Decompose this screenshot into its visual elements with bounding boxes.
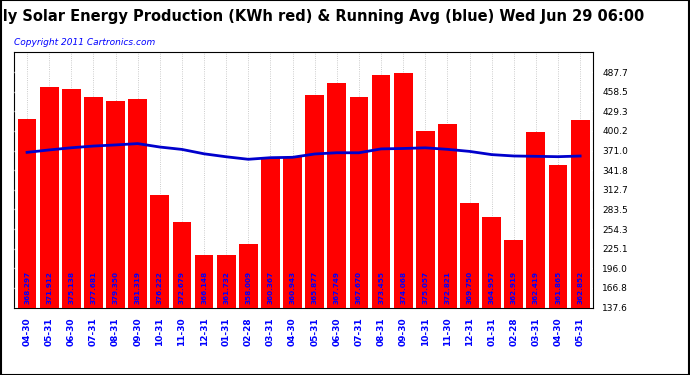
- Text: 367.670: 367.670: [356, 271, 362, 304]
- Bar: [84, 97, 103, 375]
- Bar: [217, 255, 235, 375]
- Bar: [438, 124, 457, 375]
- Text: 364.957: 364.957: [489, 271, 495, 304]
- Text: 376.222: 376.222: [157, 271, 163, 304]
- Text: 375.057: 375.057: [422, 271, 428, 304]
- Bar: [106, 102, 125, 375]
- Bar: [128, 99, 147, 375]
- Text: 374.068: 374.068: [400, 271, 406, 304]
- Text: 373.455: 373.455: [378, 271, 384, 304]
- Text: 377.681: 377.681: [90, 271, 97, 304]
- Bar: [172, 222, 191, 375]
- Bar: [460, 203, 479, 375]
- Bar: [62, 89, 81, 375]
- Bar: [526, 132, 545, 375]
- Bar: [482, 217, 501, 375]
- Text: Copyright 2011 Cartronics.com: Copyright 2011 Cartronics.com: [14, 38, 155, 47]
- Text: 360.367: 360.367: [268, 271, 273, 304]
- Text: 361.732: 361.732: [223, 271, 229, 304]
- Bar: [394, 73, 413, 375]
- Bar: [549, 165, 567, 375]
- Text: 375.138: 375.138: [68, 271, 75, 304]
- Bar: [305, 95, 324, 375]
- Text: 372.679: 372.679: [179, 271, 185, 304]
- Bar: [327, 82, 346, 375]
- Text: 358.009: 358.009: [245, 271, 251, 304]
- Text: 360.943: 360.943: [290, 271, 295, 304]
- Text: Monthly Solar Energy Production (KWh red) & Running Avg (blue) Wed Jun 29 06:00: Monthly Solar Energy Production (KWh red…: [0, 9, 644, 24]
- Text: 366.148: 366.148: [201, 271, 207, 304]
- Bar: [283, 157, 302, 375]
- Bar: [261, 158, 280, 375]
- Bar: [195, 255, 213, 375]
- Text: 362.852: 362.852: [577, 271, 583, 304]
- Text: 369.750: 369.750: [466, 271, 473, 304]
- Bar: [18, 119, 37, 375]
- Text: 362.919: 362.919: [511, 271, 517, 304]
- Text: 365.877: 365.877: [312, 271, 317, 304]
- Text: 367.749: 367.749: [334, 271, 339, 304]
- Bar: [350, 97, 368, 375]
- Bar: [571, 120, 589, 375]
- Text: 371.912: 371.912: [46, 271, 52, 304]
- Bar: [372, 75, 391, 375]
- Text: 381.319: 381.319: [135, 271, 141, 304]
- Text: 361.865: 361.865: [555, 271, 561, 304]
- Text: 362.419: 362.419: [533, 271, 539, 304]
- Bar: [416, 131, 435, 375]
- Bar: [239, 244, 257, 375]
- Text: 368.297: 368.297: [24, 271, 30, 304]
- Bar: [504, 240, 523, 375]
- Bar: [150, 195, 169, 375]
- Bar: [40, 87, 59, 375]
- Text: 379.350: 379.350: [112, 271, 119, 304]
- Text: 372.821: 372.821: [444, 271, 451, 304]
